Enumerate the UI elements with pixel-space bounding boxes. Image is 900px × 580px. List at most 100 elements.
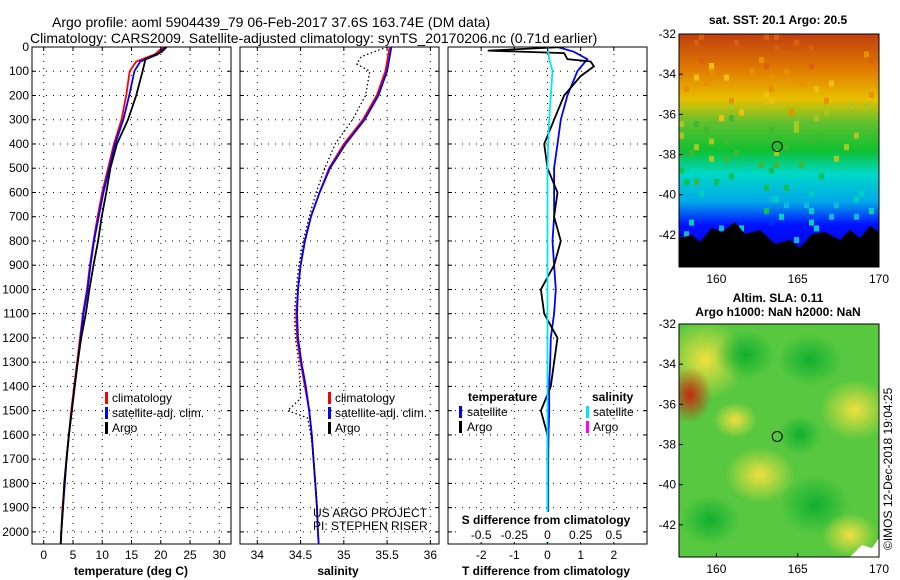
sst-pixel [709, 63, 714, 69]
legend-mark-climatology [328, 392, 331, 404]
legend-label-satellite: satellite-adj. clim. [335, 406, 427, 420]
sst-pixel [679, 167, 684, 174]
sst-pixel [694, 173, 699, 180]
y-tick-label: 600 [9, 185, 29, 199]
map-y-tick-label: -40 [659, 188, 677, 202]
map-y-tick-label: -40 [659, 478, 677, 492]
temperature-grid [32, 46, 231, 544]
map-x-tick-label: 165 [788, 272, 808, 286]
y-tick-label: 400 [9, 137, 29, 151]
sst-pixel [769, 167, 774, 174]
sst-map-ticks: 160 165 170 -32 -34 -36 -38 -40 -42 [659, 27, 890, 286]
argo-location-marker [771, 430, 783, 442]
x-tick-label: 30 [213, 548, 227, 562]
map-y-tick-label: -38 [659, 148, 677, 162]
series-line-climatology [59, 47, 164, 544]
sst-pixel [774, 34, 779, 40]
sst-pixel [729, 103, 734, 110]
sst-pixel [694, 74, 699, 81]
sst-pixel [849, 103, 854, 110]
sst-pixel [689, 150, 694, 156]
y-tick-label: 500 [9, 161, 29, 175]
s-tick-label: 0 [544, 528, 551, 542]
sst-pixel [684, 86, 689, 93]
s-axis-backdrop [456, 512, 638, 542]
y-tick-label: 1200 [2, 331, 29, 345]
y-tick-label: 0 [22, 40, 29, 54]
salinity-series [286, 47, 393, 544]
sst-pixel [869, 208, 874, 214]
sla-map: Altim. SLA: 0.11 Argo h1000: NaN h2000: … [659, 291, 895, 576]
y-tick-label: 700 [9, 210, 29, 224]
series-line-argo [286, 47, 388, 532]
y-tick-label: 1100 [3, 307, 29, 321]
sst-pixel [864, 103, 869, 110]
sst-pixel [759, 57, 764, 64]
sst-pixel [694, 121, 699, 127]
sst-pixel [689, 219, 694, 226]
x-tick-label: 34.5 [289, 548, 313, 562]
map-x-tick-label: 165 [788, 562, 808, 576]
legend-header-salinity: salinity [592, 390, 634, 404]
sst-pixel [749, 68, 754, 75]
salinity-xlabel: salinity [317, 564, 359, 578]
map-y-tick-label: -32 [659, 27, 677, 41]
x-tick-label: -2 [476, 548, 487, 562]
map-x-tick-label: 160 [706, 272, 726, 286]
sst-pixel [854, 196, 859, 203]
sst-pixel [744, 167, 749, 174]
legend-label-t-satellite: satellite [467, 405, 508, 419]
sst-pixel [719, 225, 724, 232]
sst-pixel [854, 132, 859, 139]
y-tick-label: 100 [9, 64, 29, 78]
s-tick-label: -0.5 [471, 528, 492, 542]
map-y-tick-label: -32 [659, 317, 677, 331]
series-line-satellite-adj-clim- [59, 47, 167, 544]
sst-pixel [814, 225, 819, 232]
sst-pixel [819, 173, 824, 180]
y-tick-label: 1500 [2, 404, 29, 418]
legend-mark-s-argo [586, 421, 589, 433]
y-tick-label: 1700 [2, 452, 29, 466]
y-tick-label: 1300 [2, 355, 29, 369]
sst-pixel [759, 161, 764, 168]
sst-pixel [824, 109, 829, 116]
sst-pixel [729, 173, 734, 180]
sst-pixel [694, 39, 699, 46]
sst-pixel [864, 51, 869, 58]
sla-peak [679, 367, 712, 423]
sst-pixel [699, 190, 704, 197]
sst-pixel [684, 179, 689, 185]
salinity-legend: climatology satellite-adj. clim. Argo [328, 391, 427, 435]
sst-pixel [699, 34, 704, 40]
series-line-salinity-satellite [546, 47, 554, 544]
s-tick-label: 0.5 [605, 528, 622, 542]
salinity-grid [240, 46, 439, 544]
legend-header-temperature: temperature [468, 390, 538, 404]
sst-pixel [729, 115, 734, 122]
sst-pixel [869, 92, 874, 98]
legend-mark-t-argo [459, 421, 462, 433]
sst-pixel [824, 97, 829, 104]
map-y-tick-label: -42 [659, 518, 677, 532]
legend-label-t-argo: Argo [467, 420, 493, 434]
sst-pixel [829, 213, 834, 220]
map-x-tick-label: 170 [869, 272, 889, 286]
sst-pixel [784, 184, 789, 191]
sla-low [680, 495, 740, 545]
sst-pixel [684, 231, 689, 238]
salinity-ticks: 34 34.5 35 35.5 36 [240, 46, 439, 562]
sla-map-ticks: 160 165 170 -32 -34 -36 -38 -40 -42 [659, 317, 890, 576]
sst-pixel [774, 150, 779, 156]
map-y-tick-label: -42 [659, 228, 677, 242]
sst-pixel [774, 196, 779, 203]
temperature-panel: 0100200300400500600700800900100011001200… [2, 40, 232, 578]
map-y-tick-label: -34 [659, 67, 677, 81]
sst-pixel [789, 109, 794, 116]
temperature-ticks: 0100200300400500600700800900100011001200… [2, 40, 231, 562]
land-mask [679, 222, 879, 267]
legend-mark-t-satellite [459, 406, 462, 418]
sst-pixel [829, 80, 834, 87]
x-tick-label: 35 [337, 548, 351, 562]
sst-pixel [724, 138, 729, 145]
